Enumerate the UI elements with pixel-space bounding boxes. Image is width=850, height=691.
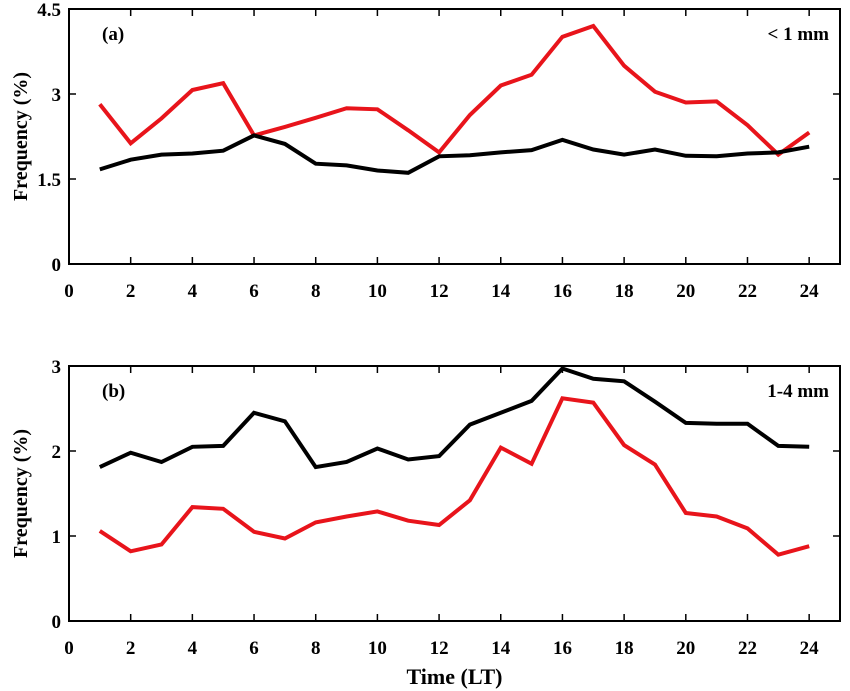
panel-b-x-tick-label: 12 bbox=[430, 638, 449, 659]
panel-b-x-tick-label: 14 bbox=[491, 638, 511, 659]
panel-a-y-tick-label: 0 bbox=[52, 255, 62, 276]
panel-b-series bbox=[98, 366, 810, 557]
panel-b-series-red-line bbox=[98, 396, 810, 557]
panel-b-x-tick-label: 0 bbox=[64, 638, 74, 659]
panel-a-x-tick-label: 20 bbox=[676, 281, 695, 302]
panel-b-annotation: 1-4 mm bbox=[767, 381, 829, 402]
panel-a-series-black-line bbox=[99, 133, 810, 175]
panel-b-x-tick-label: 20 bbox=[676, 638, 695, 659]
panel-b-y-tick-label: 2 bbox=[52, 442, 62, 463]
panel-b-label: (b) bbox=[102, 381, 125, 402]
panel-a-series-red-line bbox=[98, 23, 811, 158]
panel-b-y-tick-label: 3 bbox=[52, 357, 62, 378]
panel-b-series-black-line bbox=[98, 366, 810, 470]
panel-b-x-tick-label: 16 bbox=[553, 638, 572, 659]
panel-a-x-tick-label: 4 bbox=[188, 281, 198, 302]
panel-a-y-tick-label: 4.5 bbox=[37, 0, 61, 21]
panel-b-x-tick-label: 24 bbox=[800, 638, 820, 659]
panel-a-x-tick-label: 24 bbox=[800, 281, 820, 302]
panel-b-x-axis-label: Time (LT) bbox=[407, 664, 503, 689]
panel-a-annotation: < 1 mm bbox=[768, 24, 830, 45]
panel-b-x-tick-label: 2 bbox=[126, 638, 136, 659]
panel-a-y-tick-label: 3 bbox=[52, 85, 62, 106]
panel-b-axes-frame bbox=[68, 365, 841, 622]
panel-a-x-tick-label: 22 bbox=[738, 281, 757, 302]
panel-a-x-tick-label: 12 bbox=[430, 281, 449, 302]
panel-a-x-tick-label: 16 bbox=[553, 281, 572, 302]
panel-b-y-axis-label: Frequency (%) bbox=[10, 429, 32, 558]
panel-a-x-tick-label: 2 bbox=[126, 281, 136, 302]
panel-a-x-tick-label: 8 bbox=[311, 281, 321, 302]
panel-a-x-tick-label: 14 bbox=[491, 281, 511, 302]
panel-a-x-tick-label: 0 bbox=[64, 281, 74, 302]
panel-a-y-tick-label: 1.5 bbox=[37, 170, 61, 191]
panel-a-axes-frame bbox=[68, 8, 841, 265]
panel-a-y-axis-label: Frequency (%) bbox=[10, 72, 32, 201]
panel-b-x-tick-label: 18 bbox=[615, 638, 634, 659]
panel-a-x-tick-label: 10 bbox=[368, 281, 387, 302]
panel-b-x-tick-label: 10 bbox=[368, 638, 387, 659]
panel-a-x-tick-label: 6 bbox=[249, 281, 259, 302]
panel-b-x-tick-label: 22 bbox=[738, 638, 757, 659]
panel-b-y-tick-label: 0 bbox=[52, 612, 62, 633]
panel-b-y-tick-label: 1 bbox=[52, 527, 62, 548]
panel-b-x-tick-label: 8 bbox=[311, 638, 321, 659]
panel-a-x-tick-label: 18 bbox=[615, 281, 634, 302]
panel-a-series bbox=[98, 23, 811, 175]
panel-a-label: (a) bbox=[102, 24, 124, 45]
panel-b-x-tick-label: 4 bbox=[188, 638, 198, 659]
panel-b-x-tick-label: 6 bbox=[249, 638, 259, 659]
